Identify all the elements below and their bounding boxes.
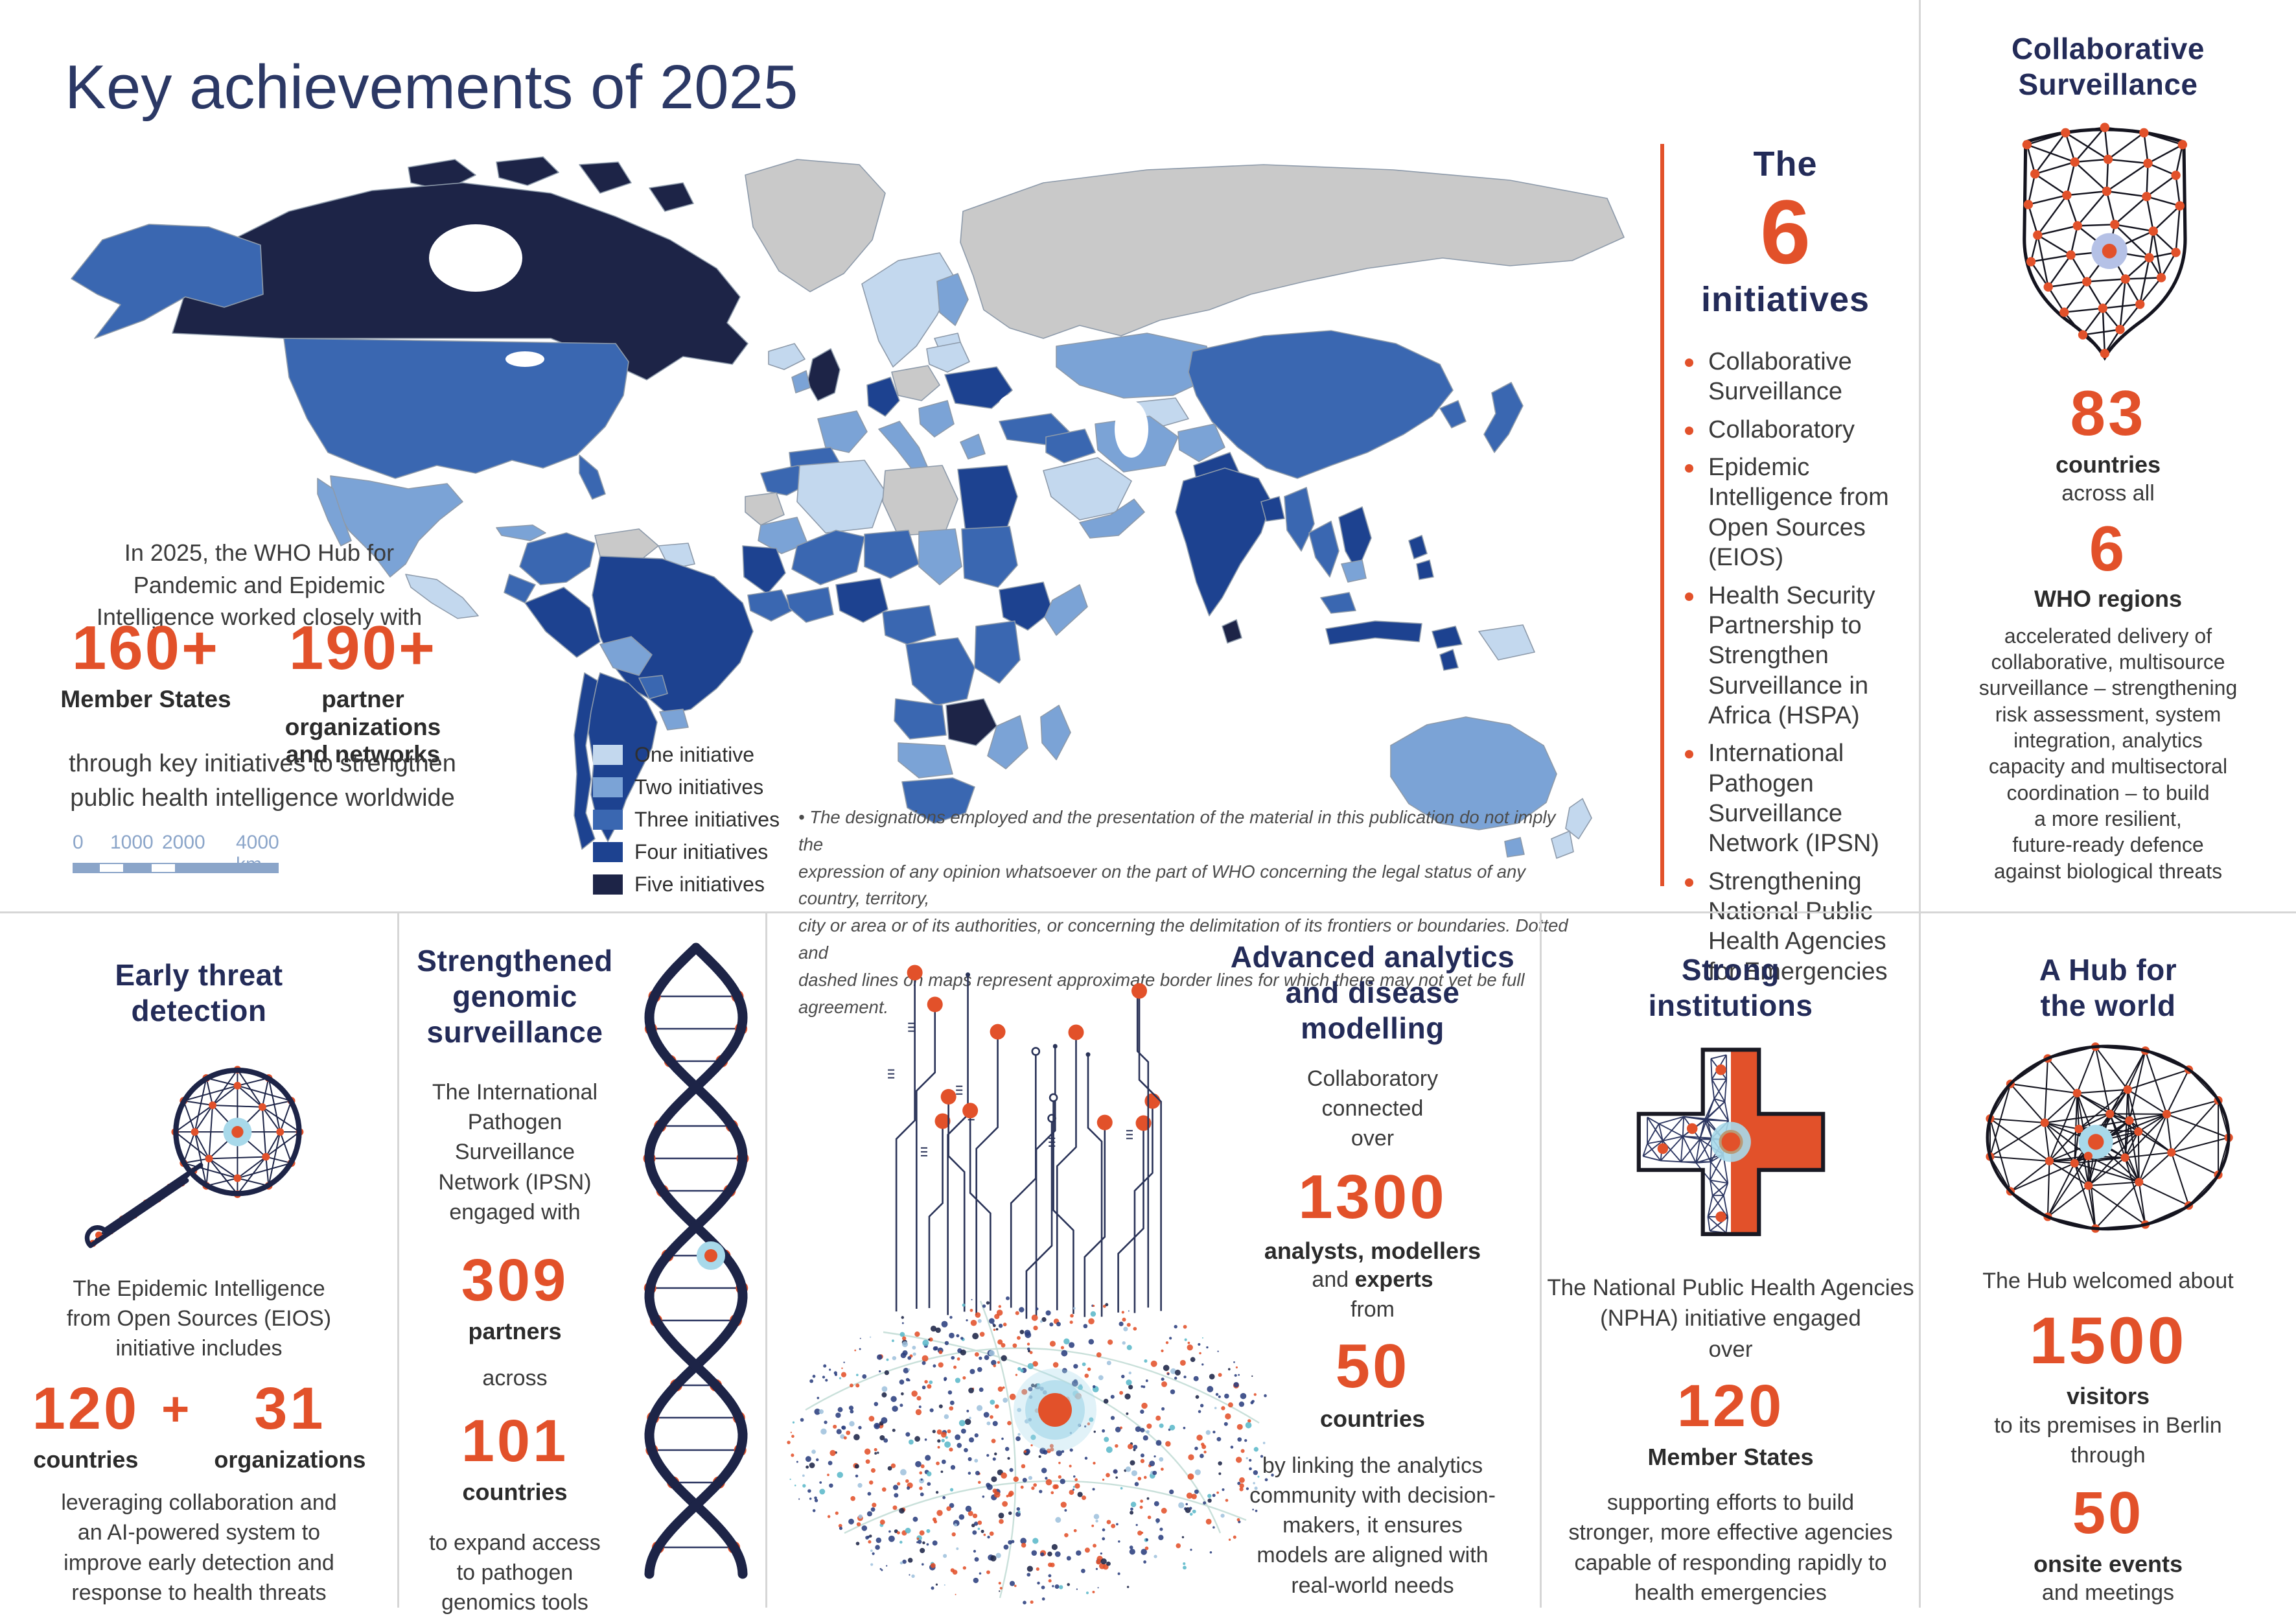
visitors-label: visitors xyxy=(2067,1382,2150,1410)
analysts-label-bold: analysts, modellers xyxy=(1264,1237,1481,1265)
panel-title: Early threat detection xyxy=(115,957,283,1029)
legend-item: Two initiatives xyxy=(593,775,780,799)
map-legend: One initiative Two initiatives Three ini… xyxy=(593,743,780,905)
across-all-text: across all xyxy=(2061,478,2155,508)
countries-value: 50 xyxy=(1336,1334,1410,1400)
legend-swatch-four xyxy=(593,842,623,862)
initiatives-heading: The 6 initiatives xyxy=(1678,144,1892,320)
from-word: from xyxy=(1351,1295,1395,1324)
member-states-label: Member States xyxy=(1647,1443,1813,1471)
legend-swatch-two xyxy=(593,777,623,797)
legend-label: One initiative xyxy=(634,743,754,767)
initiatives-heading-number: 6 xyxy=(1678,184,1892,279)
panel-intro: The Hub welcomed about xyxy=(1982,1266,2233,1296)
hub-for-world-panel: A Hub for the world The Hub welcomed abo… xyxy=(1920,912,2296,1608)
panel-title: Strong institutions xyxy=(1649,952,1813,1024)
genomic-surveillance-panel: Strengthened genomic surveillance The In… xyxy=(398,912,767,1608)
panel-intro: The National Public Health Agencies (NPH… xyxy=(1547,1272,1914,1365)
member-states-value: 160+ xyxy=(52,617,240,679)
panel-body: to expand access to pathogen genomics to… xyxy=(429,1528,601,1618)
panel-body: by linking the analytics community with … xyxy=(1249,1451,1496,1600)
member-states-stat: 160+ Member States xyxy=(52,617,240,714)
plus-sign: + xyxy=(161,1384,192,1435)
partners-label: partners xyxy=(468,1317,561,1345)
and-word: and xyxy=(1312,1267,1354,1292)
panel-body: leveraging collaboration and an AI-power… xyxy=(61,1488,336,1608)
countries-label: countries xyxy=(1320,1405,1425,1433)
initiative-item: Collaborative Surveillance xyxy=(1682,347,1909,407)
panel-title: Collaborative Surveillance xyxy=(2012,31,2205,102)
countries-value: 83 xyxy=(2070,380,2146,447)
panel-intro: Collaboratory connected over xyxy=(1307,1064,1438,1154)
initiative-item: Epidemic Intelligence from Open Sources … xyxy=(1682,452,1909,572)
partners-value: 309 xyxy=(461,1249,569,1312)
scale-tick: 0 xyxy=(73,832,84,854)
strong-institutions-panel: Strong institutions The National Public … xyxy=(1541,912,1920,1608)
organizations-value: 31 xyxy=(254,1378,325,1440)
initiatives-heading-word: initiatives xyxy=(1678,279,1892,320)
panel-intro: The Epidemic Intelligence from Open Sour… xyxy=(67,1274,331,1364)
page-title: Key achievements of 2025 xyxy=(65,52,798,123)
early-threat-detection-panel: Early threat detection The Epidemic Inte… xyxy=(0,912,398,1608)
legend-item: One initiative xyxy=(593,743,780,767)
globe-network-icon xyxy=(1966,1035,2251,1243)
countries-label: countries xyxy=(462,1478,567,1506)
member-states-value: 120 xyxy=(1677,1375,1785,1438)
scale-tick: 1000 xyxy=(110,832,154,854)
initiative-item: Health Security Partnership to Strengthe… xyxy=(1682,581,1909,731)
panel-body: supporting efforts to build stronger, mo… xyxy=(1568,1488,1892,1608)
countries-label: countries xyxy=(33,1446,138,1473)
scale-bar-segments xyxy=(73,863,279,873)
partner-orgs-value: 190+ xyxy=(253,617,473,679)
legend-label: Three initiatives xyxy=(634,808,780,832)
initiative-item: International Pathogen Surveillance Netw… xyxy=(1682,738,1909,858)
data-globe-illustration xyxy=(767,917,1285,1604)
magnifier-network-icon xyxy=(47,1043,351,1256)
member-states-label: Member States xyxy=(52,686,240,714)
initiatives-heading-the: The xyxy=(1678,144,1892,184)
dna-helix-icon xyxy=(634,938,758,1586)
legend-swatch-three xyxy=(593,810,623,830)
legend-label: Four initiatives xyxy=(634,840,768,864)
visitors-value: 1500 xyxy=(2030,1306,2187,1376)
shield-network-icon xyxy=(2008,113,2209,372)
countries-label: countries xyxy=(2056,451,2161,478)
collaborative-surveillance-panel: Collaborative Surveillance 83 countries … xyxy=(1920,0,2296,912)
organizations-label: organizations xyxy=(214,1446,365,1473)
legend-item: Four initiatives xyxy=(593,840,780,864)
who-regions-value: 6 xyxy=(2089,515,2128,582)
map-scale-bar: 0 1000 2000 4000 km xyxy=(73,832,286,877)
legend-item: Five initiatives xyxy=(593,873,780,897)
health-cross-icon xyxy=(1630,1042,1831,1242)
scale-tick: 2000 xyxy=(162,832,205,854)
events-label: onsite events xyxy=(2034,1550,2183,1578)
map-outro-text: through key initiatives to strengthen pu… xyxy=(49,747,476,815)
initiative-item: Collaboratory xyxy=(1682,415,1909,445)
hub-tail-text: and meetings xyxy=(2042,1578,2174,1608)
who-regions-label: WHO regions xyxy=(2034,585,2182,613)
analytics-panel: Advanced analytics and disease modelling… xyxy=(767,912,1541,1608)
legend-label: Five initiatives xyxy=(634,873,765,897)
panel-intro: The International Pathogen Surveillance … xyxy=(432,1077,597,1227)
initiatives-list: Collaborative Surveillance Collaboratory… xyxy=(1682,347,1909,994)
panel-title: Strengthened genomic surveillance xyxy=(403,943,627,1051)
countries-value: 120 xyxy=(32,1378,140,1440)
experts-word: experts xyxy=(1355,1267,1433,1292)
hub-mid-text: to its premises in Berlin through xyxy=(1994,1411,2221,1470)
events-value: 50 xyxy=(2072,1482,2144,1545)
analysts-label-mixed: and experts xyxy=(1312,1265,1433,1295)
legend-swatch-one xyxy=(593,745,623,765)
initiatives-accent-line xyxy=(1660,144,1664,886)
panel-body: accelerated delivery of collaborative, m… xyxy=(1979,623,2237,884)
panel-title: A Hub for the world xyxy=(2039,952,2177,1024)
legend-item: Three initiatives xyxy=(593,808,780,832)
legend-swatch-five xyxy=(593,874,623,895)
partner-orgs-stat: 190+ partner organizations and networks xyxy=(253,617,473,769)
across-text: across xyxy=(482,1363,547,1393)
panel-title: Advanced analytics and disease modelling xyxy=(1231,939,1515,1047)
countries-value: 101 xyxy=(461,1410,569,1473)
legend-label: Two initiatives xyxy=(634,775,763,799)
analysts-value: 1300 xyxy=(1298,1165,1447,1230)
